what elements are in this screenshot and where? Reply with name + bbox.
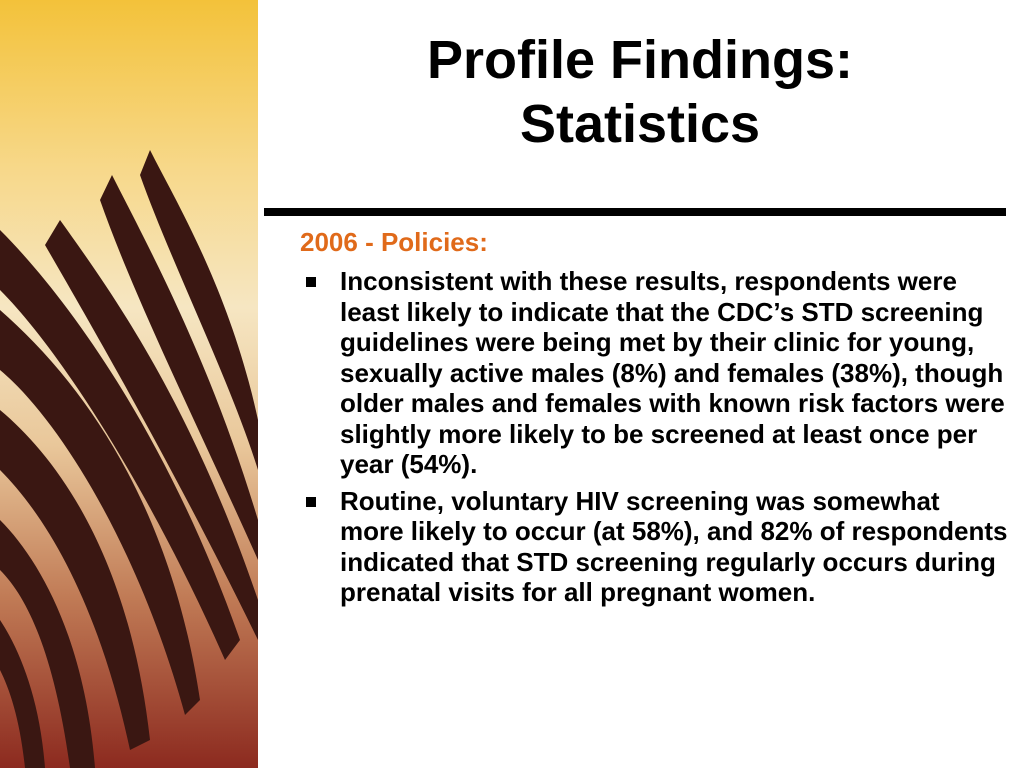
slide-title: Profile Findings: Statistics (262, 28, 1018, 156)
bullet-list: Inconsistent with these results, respond… (300, 266, 1008, 608)
bullet-item: Routine, voluntary HIV screening was som… (300, 486, 1008, 608)
bullet-text: Routine, voluntary HIV screening was som… (340, 485, 1008, 608)
feather-4 (0, 230, 240, 660)
slide-title-line-2: Statistics (519, 94, 761, 154)
slide-content: 2006 - Policies: Inconsistent with these… (300, 226, 1008, 614)
feather-5 (0, 310, 200, 715)
slide-title-line-1: Profile Findings: (427, 30, 853, 90)
title-divider (264, 208, 1006, 216)
section-subheading: 2006 - Policies: (300, 227, 488, 257)
feather-3 (45, 220, 258, 640)
square-bullet-icon (306, 496, 316, 507)
feather-2 (100, 175, 258, 560)
bullet-item: Inconsistent with these results, respond… (300, 266, 1008, 480)
feather-illustration (0, 150, 258, 768)
square-bullet-icon (306, 277, 316, 287)
feather-6 (0, 410, 150, 750)
feather-7 (0, 520, 95, 768)
feather-1 (140, 150, 258, 470)
feather-8 (0, 620, 45, 768)
feather-side-image (0, 0, 258, 768)
bullet-text: Inconsistent with these results, respond… (340, 266, 1005, 479)
